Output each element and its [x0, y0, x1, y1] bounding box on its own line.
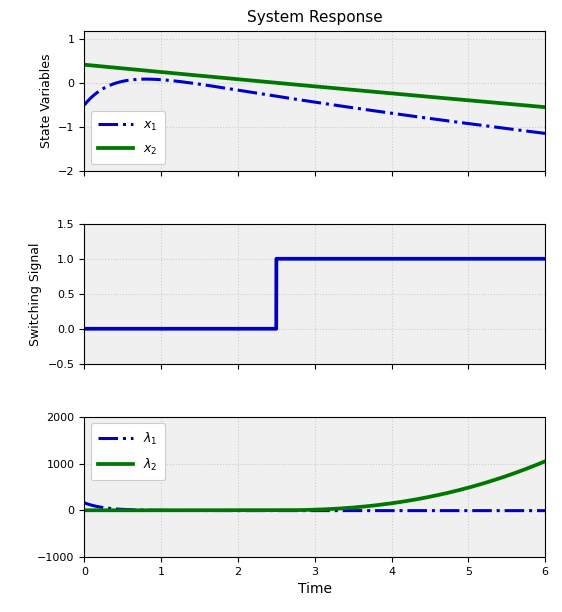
Legend: $x_1$, $x_2$: $x_1$, $x_2$ — [90, 111, 165, 165]
$\lambda_2$ — [542, 458, 549, 465]
$\lambda_2$ — [161, 507, 167, 514]
$x_1$ — [542, 130, 549, 137]
$\lambda_1$ — [257, 507, 264, 514]
$x_1$ — [81, 102, 88, 109]
$\lambda_2$ — [483, 479, 490, 486]
$\lambda_2$ — [81, 507, 88, 514]
$x_1$ — [161, 76, 167, 84]
$x_2$ — [81, 61, 88, 69]
$x_2$ — [161, 69, 167, 76]
Line: $x_1$: $x_1$ — [84, 79, 545, 133]
$\lambda_1$ — [278, 507, 284, 514]
$\lambda_2$ — [533, 461, 540, 469]
Legend: $\lambda_1$, $\lambda_2$: $\lambda_1$, $\lambda_2$ — [90, 423, 165, 480]
$x_1$ — [134, 76, 140, 83]
$\lambda_2$ — [114, 507, 121, 514]
$\lambda_1$ — [542, 507, 549, 514]
$\lambda_1$ — [483, 507, 490, 514]
$\lambda_2$ — [134, 507, 140, 514]
Line: $x_2$: $x_2$ — [84, 65, 545, 107]
$x_1$ — [533, 129, 540, 136]
$x_1$ — [483, 122, 490, 130]
Y-axis label: State Variables: State Variables — [39, 53, 52, 148]
Title: System Response: System Response — [247, 10, 383, 25]
$x_1$ — [143, 75, 149, 83]
$\lambda_1$ — [533, 507, 540, 514]
$\lambda_1$ — [134, 506, 140, 513]
$x_1$ — [258, 90, 265, 97]
Line: $\lambda_1$: $\lambda_1$ — [84, 503, 545, 510]
$x_2$ — [483, 99, 490, 106]
$x_2$ — [533, 103, 540, 110]
Line: $\lambda_2$: $\lambda_2$ — [84, 461, 545, 510]
$\lambda_1$ — [81, 499, 88, 507]
$\lambda_2$ — [278, 507, 284, 514]
$x_2$ — [257, 78, 264, 85]
$x_2$ — [134, 66, 140, 73]
Y-axis label: Switching Signal: Switching Signal — [29, 242, 42, 346]
$x_2$ — [278, 80, 284, 87]
$x_1$ — [278, 93, 284, 100]
$\lambda_2$ — [258, 507, 265, 514]
$x_2$ — [542, 103, 549, 111]
X-axis label: Time: Time — [298, 582, 332, 596]
$\lambda_1$ — [161, 507, 167, 514]
